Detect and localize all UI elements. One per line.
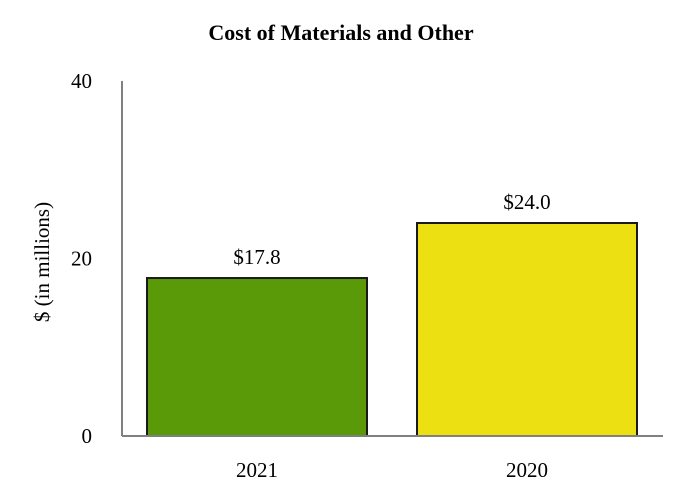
y-tick-label: 20 [71, 247, 92, 271]
chart-title: Cost of Materials and Other [208, 20, 473, 45]
bar-value-label: $24.0 [503, 190, 550, 214]
bar-2020 [416, 222, 638, 437]
y-tick-label: 0 [82, 424, 93, 448]
x-tick-label: 2021 [236, 458, 278, 482]
bar-value-label: $17.8 [233, 245, 280, 269]
x-axis-ticks: 2021 2020 [236, 458, 548, 482]
y-axis-ticks: 0 20 40 [71, 69, 92, 448]
y-tick-label: 40 [71, 69, 92, 93]
bar-2021 [146, 277, 368, 437]
x-tick-label: 2020 [506, 458, 548, 482]
y-axis-label: $ (in millions) [30, 202, 54, 322]
bars-group [146, 222, 638, 437]
bar-data-labels: $17.8 $24.0 [233, 190, 550, 269]
